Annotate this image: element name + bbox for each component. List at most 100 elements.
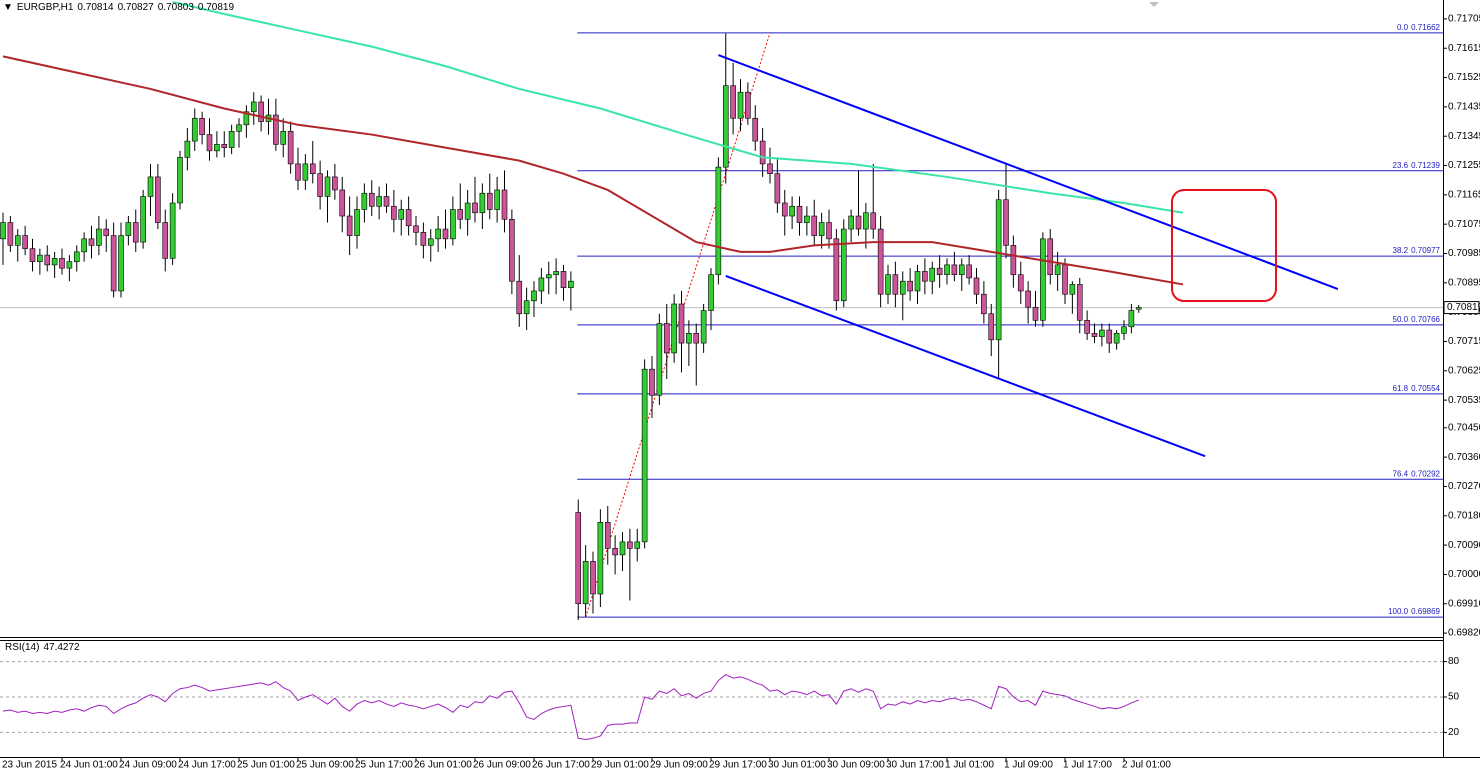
candle-body	[995, 199, 1002, 341]
y-tick-label: 0.71435	[1448, 102, 1480, 113]
candle-body	[877, 228, 884, 295]
fib-price: 0.71662	[1411, 23, 1440, 32]
fib-level-label: 61.8	[1393, 384, 1409, 393]
candle-body	[929, 267, 936, 282]
candle-body	[214, 144, 220, 152]
candle-body	[302, 163, 309, 181]
candle-body	[51, 258, 58, 266]
candle-body	[177, 157, 183, 204]
candle-body	[619, 541, 626, 556]
x-tick-label: 25 Jun 17:00	[355, 760, 413, 771]
candle-body	[435, 228, 441, 240]
candle-body	[0, 222, 6, 240]
fib-level-label: 76.4	[1393, 469, 1409, 478]
current-price-label: 0.70819	[1447, 302, 1480, 313]
candle-body	[774, 173, 781, 204]
candle-body	[420, 232, 427, 246]
candle-body	[553, 271, 559, 275]
candle-body	[981, 293, 987, 315]
candle-body	[1010, 245, 1017, 275]
candle-body	[575, 512, 582, 605]
candle-body	[1047, 238, 1054, 275]
candle-body	[140, 196, 146, 243]
candle-body	[789, 205, 795, 217]
rsi-line	[2, 673, 1139, 740]
candle-body	[523, 300, 530, 315]
x-tick-label: 24 Jun 09:00	[119, 760, 177, 771]
fib-level-label: 50.0	[1393, 315, 1409, 324]
candle-body	[855, 215, 862, 230]
rsi-header: RSI(14) 47.4272	[5, 642, 84, 653]
x-tick-label: 1 Jul 17:00	[1063, 760, 1112, 771]
candle-body	[582, 561, 589, 605]
candle-body	[671, 303, 677, 354]
candle-body	[907, 280, 913, 292]
header-open: 0.70814	[77, 2, 114, 13]
candle-body	[590, 561, 596, 595]
candle-body	[368, 192, 375, 207]
candle-body	[966, 264, 972, 279]
y-tick-label: 0.69820	[1448, 628, 1480, 639]
candle-body	[162, 222, 169, 259]
candle-body	[597, 522, 604, 595]
candle-body	[1025, 290, 1031, 308]
candle-body	[354, 209, 360, 236]
candle-body	[944, 264, 950, 275]
y-tick-label: 0.71345	[1448, 131, 1480, 142]
candle-body	[863, 212, 869, 230]
candle-body	[339, 189, 346, 217]
candle-body	[37, 254, 43, 262]
candle-body	[125, 222, 132, 236]
candle-body	[1054, 264, 1061, 275]
candle-body	[693, 333, 700, 344]
candle-body	[450, 209, 456, 240]
fib-price: 0.71239	[1411, 161, 1440, 170]
candle-body	[531, 290, 537, 302]
candle-body	[1113, 333, 1120, 344]
candle-body	[391, 205, 397, 220]
candle-body	[501, 189, 508, 220]
candle-body	[811, 215, 818, 236]
candle-body	[66, 261, 73, 269]
candle-body	[442, 228, 449, 240]
candle-body	[656, 323, 663, 396]
candle-body	[752, 117, 759, 142]
candle-body	[634, 541, 641, 549]
y-tick-label: 0.71255	[1448, 160, 1480, 171]
candle-body	[1106, 329, 1113, 344]
candle-body	[538, 277, 545, 292]
y-tick-label: 0.71165	[1448, 189, 1480, 200]
candle-body	[199, 117, 205, 135]
trendline	[725, 275, 1206, 458]
candle-body	[870, 212, 877, 230]
candle-body	[663, 323, 670, 354]
highlight-box	[1171, 189, 1277, 302]
candle-body	[73, 251, 80, 262]
candle-body	[818, 222, 825, 236]
candle-body	[848, 215, 854, 230]
candle-body	[1032, 306, 1039, 321]
candle-body	[110, 235, 117, 292]
candle-body	[686, 333, 692, 344]
candle-body	[59, 258, 65, 269]
candle-body	[472, 202, 478, 214]
candle-body	[545, 274, 552, 279]
candle-body	[516, 280, 523, 315]
candle-body	[730, 85, 736, 119]
candle-body	[1135, 307, 1142, 310]
candle-body	[833, 238, 840, 302]
header-low: 0.70803	[157, 2, 194, 13]
header-close: 0.70819	[197, 2, 235, 13]
x-tick-label: 2 Jul 01:00	[1122, 760, 1171, 771]
x-tick-label: 29 Jun 09:00	[650, 760, 708, 771]
candle-body	[169, 202, 176, 259]
rsi-tick-label: 20	[1448, 727, 1460, 738]
candle-body	[840, 228, 847, 302]
candle-body	[309, 163, 316, 174]
fib-level-label: 100.0	[1388, 607, 1409, 616]
x-tick-label: 30 Jun 09:00	[827, 760, 885, 771]
y-tick-label: 0.71705	[1448, 14, 1480, 25]
candle-body	[708, 274, 714, 311]
